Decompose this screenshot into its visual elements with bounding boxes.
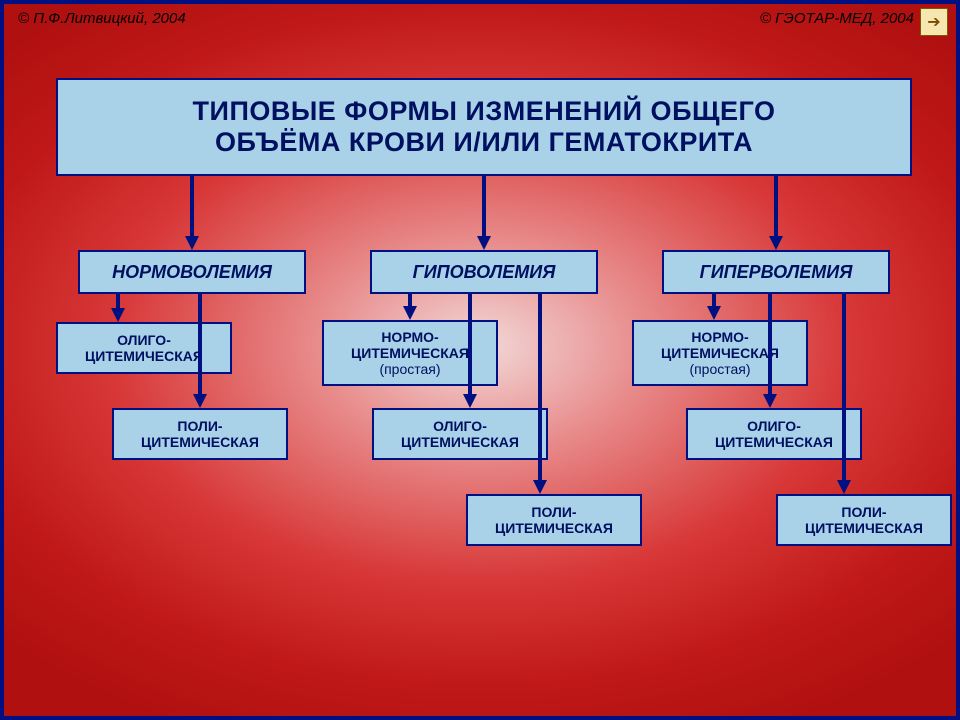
title-line2: ОБЪЁМА КРОВИ И/ИЛИ ГЕМАТОКРИТА <box>215 127 753 158</box>
leaf-line: ЦИТЕМИЧЕСКАЯ <box>401 434 519 450</box>
node-hypervolemia: ГИПЕРВОЛЕМИЯ <box>662 250 890 294</box>
slide-root: © П.Ф.Литвицкий, 2004 © ГЭОТАР-МЕД, 2004… <box>0 0 960 720</box>
leaf-line: НОРМО- <box>691 329 748 345</box>
leaf-line: (простая) <box>689 361 750 377</box>
leaf-hypo-oligo: ОЛИГО- ЦИТЕМИЧЕСКАЯ <box>372 408 548 460</box>
leaf-line: ЦИТЕМИЧЕСКАЯ <box>805 520 923 536</box>
leaf-line: ПОЛИ- <box>177 418 222 434</box>
leaf-hyper-normo: НОРМО- ЦИТЕМИЧЕСКАЯ (простая) <box>632 320 808 386</box>
leaf-line: НОРМО- <box>381 329 438 345</box>
leaf-normo-poli: ПОЛИ- ЦИТЕМИЧЕСКАЯ <box>112 408 288 460</box>
leaf-line: (простая) <box>379 361 440 377</box>
leaf-hyper-oligo: ОЛИГО- ЦИТЕМИЧЕСКАЯ <box>686 408 862 460</box>
leaf-line: ОЛИГО- <box>117 332 171 348</box>
copyright-right: © ГЭОТАР-МЕД, 2004 <box>760 10 914 27</box>
leaf-line: ЦИТЕМИЧЕСКАЯ <box>661 345 779 361</box>
node-hypovolemia: ГИПОВОЛЕМИЯ <box>370 250 598 294</box>
nav-next-icon[interactable]: ➔ <box>920 8 948 36</box>
leaf-line: ЦИТЕМИЧЕСКАЯ <box>715 434 833 450</box>
leaf-normo-oligo: ОЛИГО- ЦИТЕМИЧЕСКАЯ <box>56 322 232 374</box>
leaf-line: ПОЛИ- <box>531 504 576 520</box>
leaf-line: ЦИТЕМИЧЕСКАЯ <box>85 348 203 364</box>
leaf-hyper-poli: ПОЛИ- ЦИТЕМИЧЕСКАЯ <box>776 494 952 546</box>
leaf-hypo-poli: ПОЛИ- ЦИТЕМИЧЕСКАЯ <box>466 494 642 546</box>
copyright-left: © П.Ф.Литвицкий, 2004 <box>18 10 186 27</box>
leaf-line: ПОЛИ- <box>841 504 886 520</box>
leaf-line: ОЛИГО- <box>747 418 801 434</box>
leaf-hypo-normo: НОРМО- ЦИТЕМИЧЕСКАЯ (простая) <box>322 320 498 386</box>
leaf-line: ЦИТЕМИЧЕСКАЯ <box>351 345 469 361</box>
title-line1: ТИПОВЫЕ ФОРМЫ ИЗМЕНЕНИЙ ОБЩЕГО <box>193 96 776 127</box>
leaf-line: ОЛИГО- <box>433 418 487 434</box>
leaf-line: ЦИТЕМИЧЕСКАЯ <box>141 434 259 450</box>
title-box: ТИПОВЫЕ ФОРМЫ ИЗМЕНЕНИЙ ОБЩЕГО ОБЪЁМА КР… <box>56 78 912 176</box>
node-normovolemia: НОРМОВОЛЕМИЯ <box>78 250 306 294</box>
leaf-line: ЦИТЕМИЧЕСКАЯ <box>495 520 613 536</box>
